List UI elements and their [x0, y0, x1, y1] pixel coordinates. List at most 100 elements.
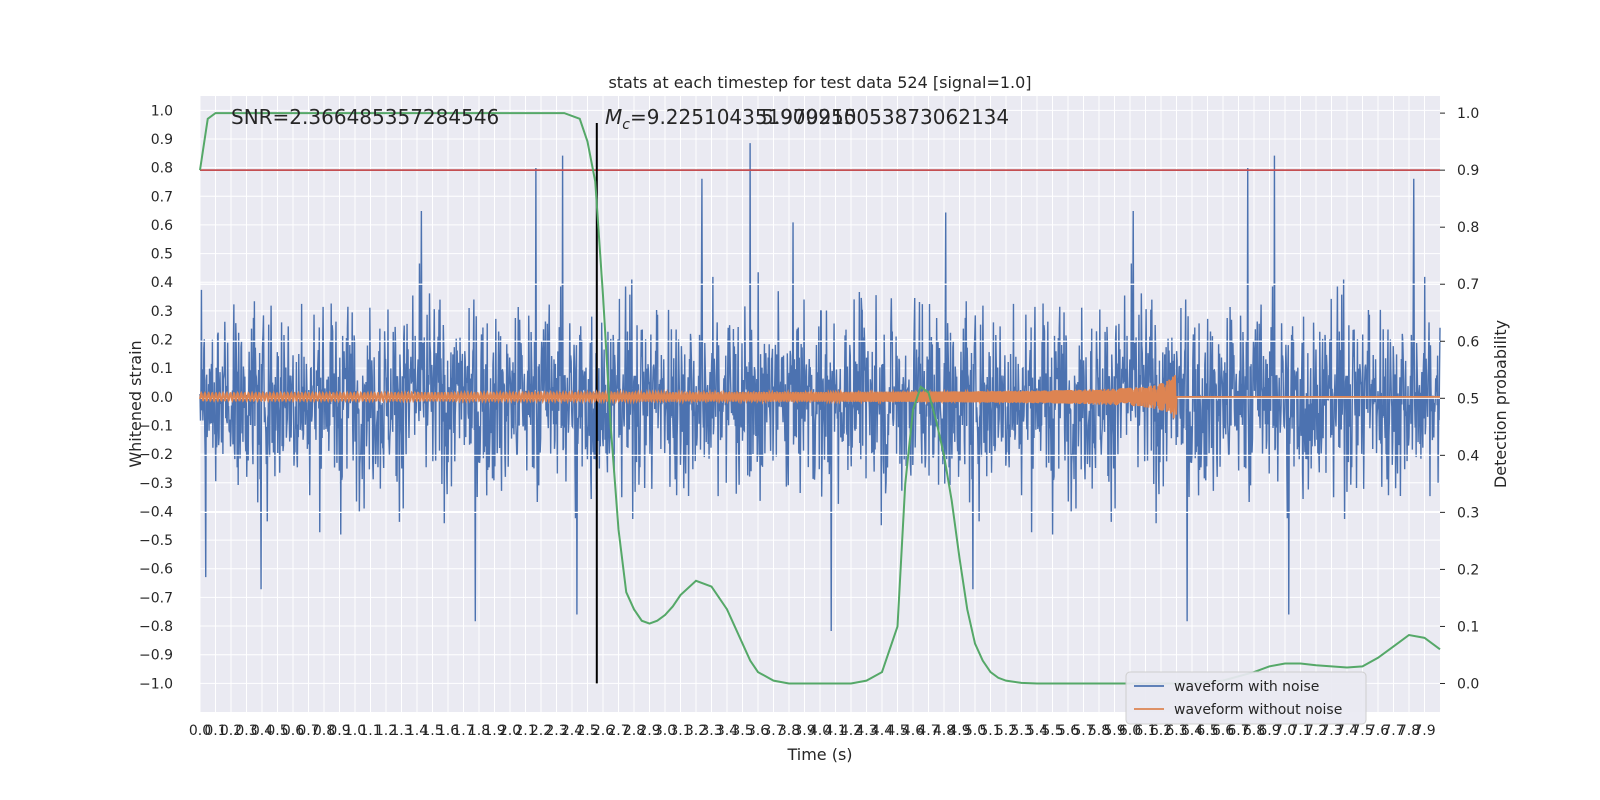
- snr-annotation: SNR=2.366485357284546: [231, 105, 499, 129]
- y-left-tick-label: 0.7: [151, 189, 173, 205]
- y-right-tick-label: 0.3: [1457, 505, 1479, 521]
- y-right-tick-label: 0.9: [1457, 163, 1479, 179]
- chirp-mass-value: =9.225104351970215: [630, 105, 857, 129]
- x-tick-label: 5.6: [1057, 723, 1079, 739]
- x-tick-label: 5.4: [1026, 723, 1048, 739]
- y-right-tick-label: 0.0: [1457, 676, 1479, 692]
- overlap-annotation: 5.909950053873062134: [761, 105, 1009, 129]
- x-tick-label: 7.5: [1351, 723, 1373, 739]
- x-tick-label: 7.3: [1320, 723, 1342, 739]
- y-left-tick-label: −0.5: [139, 533, 173, 549]
- x-tick-label: 0.2: [220, 723, 242, 739]
- y-left-tick-label: 0.3: [151, 304, 173, 320]
- y-left-tick-label: −0.1: [139, 418, 173, 434]
- x-tick-label: 6.9: [1258, 723, 1280, 739]
- y-left-tick-label: 1.0: [151, 103, 173, 119]
- x-tick-label: 2.2: [530, 723, 552, 739]
- x-tick-label: 0.1: [204, 723, 226, 739]
- x-tick-label: 6.2: [1150, 723, 1172, 739]
- y-left-tick-label: 0.9: [151, 132, 173, 148]
- x-tick-label: 5.8: [1088, 723, 1110, 739]
- x-tick-label: 7.8: [1398, 723, 1420, 739]
- y-left-tick-label: −0.6: [139, 562, 173, 578]
- x-tick-label: 3.0: [654, 723, 676, 739]
- x-tick-label: 4.3: [855, 723, 877, 739]
- y-left-tick-label: −0.7: [139, 590, 173, 606]
- y-left-tick-label: −0.9: [139, 648, 173, 664]
- y-left-tick-label: −0.2: [139, 447, 173, 463]
- x-tick-label: 5.3: [1010, 723, 1032, 739]
- y-left-tick-label: −0.3: [139, 476, 173, 492]
- x-tick-label: 1.7: [452, 723, 474, 739]
- x-tick-label: 1.9: [483, 723, 505, 739]
- x-tick-label: 0.7: [297, 723, 319, 739]
- clean-series: [199, 375, 1440, 419]
- x-tick-label: 3.6: [747, 723, 769, 739]
- x-tick-label: 0.4: [251, 723, 273, 739]
- x-tick-label: 2.8: [623, 723, 645, 739]
- x-tick-label: 3.2: [685, 723, 707, 739]
- x-tick-label: 2.3: [545, 723, 567, 739]
- y-left-tick-label: 0.2: [151, 333, 173, 349]
- x-tick-label: 5.7: [1072, 723, 1094, 739]
- chirp-mass-symbol: M: [605, 105, 622, 129]
- y-left-tick-label: 0.1: [151, 361, 173, 377]
- x-tick-label: 1.3: [390, 723, 412, 739]
- x-tick-label: 0.8: [313, 723, 335, 739]
- x-tick-label: 6.5: [1196, 723, 1218, 739]
- x-tick-label: 0.3: [235, 723, 257, 739]
- x-tick-label: 0.6: [282, 723, 304, 739]
- x-tick-label: 0.9: [328, 723, 350, 739]
- x-axis-label: Time (s): [786, 745, 852, 764]
- x-tick-label: 3.1: [669, 723, 691, 739]
- x-tick-label: 5.5: [1041, 723, 1063, 739]
- x-tick-label: 5.9: [1103, 723, 1125, 739]
- x-tick-label: 6.0: [1119, 723, 1141, 739]
- legend-box: [1125, 671, 1367, 725]
- x-tick-label: 2.0: [499, 723, 521, 739]
- x-tick-label: 2.9: [638, 723, 660, 739]
- x-tick-label: 5.1: [979, 723, 1001, 739]
- x-tick-label: 3.7: [762, 723, 784, 739]
- x-tick-label: 1.5: [421, 723, 443, 739]
- x-tick-label: 7.1: [1289, 723, 1311, 739]
- clean-waveform-line: [199, 375, 1440, 419]
- x-tick-label: 1.4: [406, 723, 428, 739]
- x-tick-label: 7.6: [1367, 723, 1389, 739]
- x-tick-label: 4.5: [886, 723, 908, 739]
- x-tick-label: 6.7: [1227, 723, 1249, 739]
- x-tick-label: 6.1: [1134, 723, 1156, 739]
- chirp-mass-annotation: Mc=9.225104351970215: [605, 105, 857, 133]
- axes: 0.00.10.20.30.40.50.60.70.80.91.01.11.21…: [139, 103, 1479, 739]
- x-tick-label: 3.4: [716, 723, 738, 739]
- x-tick-label: 5.0: [964, 723, 986, 739]
- x-tick-label: 7.4: [1336, 723, 1358, 739]
- x-tick-label: 2.5: [576, 723, 598, 739]
- y-axis-label-right: Detection probability: [1491, 320, 1510, 488]
- y-left-tick-label: 0.0: [151, 390, 173, 406]
- x-tick-label: 7.0: [1274, 723, 1296, 739]
- x-tick-label: 4.4: [871, 723, 893, 739]
- y-right-tick-label: 1.0: [1457, 106, 1479, 122]
- y-right-tick-label: 0.7: [1457, 277, 1479, 293]
- x-tick-label: 1.8: [468, 723, 490, 739]
- x-tick-label: 1.0: [344, 723, 366, 739]
- x-tick-label: 0.0: [189, 723, 211, 739]
- x-tick-label: 5.2: [995, 723, 1017, 739]
- x-tick-label: 3.9: [793, 723, 815, 739]
- y-left-tick-label: 0.4: [151, 275, 173, 291]
- x-tick-label: 3.8: [778, 723, 800, 739]
- y-left-tick-label: 0.5: [151, 247, 173, 263]
- x-tick-label: 1.1: [359, 723, 381, 739]
- y-left-tick-label: −1.0: [139, 676, 173, 692]
- x-tick-label: 4.2: [840, 723, 862, 739]
- y-right-tick-label: 0.2: [1457, 562, 1479, 578]
- x-tick-label: 3.3: [700, 723, 722, 739]
- x-tick-label: 4.9: [948, 723, 970, 739]
- y-right-tick-label: 0.1: [1457, 619, 1479, 635]
- chart-title: stats at each timestep for test data 524…: [608, 73, 1031, 92]
- x-tick-label: 6.3: [1165, 723, 1187, 739]
- x-tick-label: 4.7: [917, 723, 939, 739]
- y-left-tick-label: 0.6: [151, 218, 173, 234]
